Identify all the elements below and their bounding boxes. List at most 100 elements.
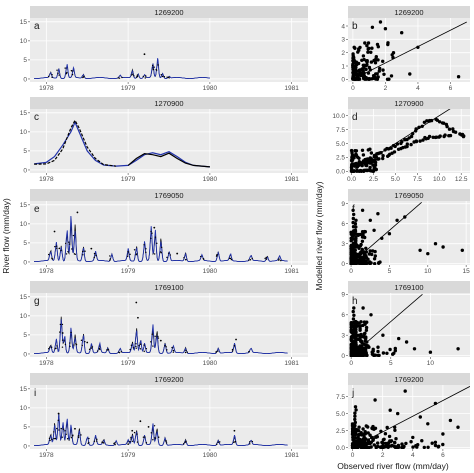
scatter-point-f xyxy=(380,236,384,240)
y-tick-label-e: 5 xyxy=(23,240,27,247)
scatter-point-h xyxy=(381,351,386,355)
observed-point-e xyxy=(156,242,158,244)
x-tick-label-d: 5.0 xyxy=(391,176,400,183)
scatter-point-h xyxy=(373,353,378,357)
observed-point-i xyxy=(60,427,62,430)
scatter-point-j xyxy=(379,429,383,433)
observed-point-i xyxy=(51,438,53,441)
scatter-point-f xyxy=(426,252,430,256)
y-tick-label-e: 15 xyxy=(20,202,28,209)
observed-point-e xyxy=(230,258,233,261)
scatter-point-h xyxy=(354,353,358,357)
observed-point-e xyxy=(51,258,54,260)
observed-point-a xyxy=(145,75,147,77)
scatter-point-d xyxy=(417,125,421,129)
scatter-point-j xyxy=(385,425,389,430)
scatter-point-j xyxy=(448,418,453,423)
observed-point-g xyxy=(150,341,152,343)
observed-point-i xyxy=(54,437,57,440)
observed-point-e xyxy=(280,259,282,262)
observed-point-g xyxy=(171,346,173,349)
scatter-point-b xyxy=(382,72,386,77)
scatter-point-h xyxy=(349,337,353,341)
x-tick-label-a: 1979 xyxy=(121,85,136,92)
scatter-point-h xyxy=(412,347,417,351)
scatter-point-d xyxy=(364,163,368,168)
x-tick-label-f: 15 xyxy=(463,268,471,275)
panel-letter-e: e xyxy=(34,204,40,215)
x-tick-label-i: 1978 xyxy=(39,452,54,459)
observed-point-g xyxy=(231,348,234,351)
observed-point-e xyxy=(64,242,67,245)
scatter-point-b xyxy=(365,59,369,63)
scatter-point-j xyxy=(353,427,357,431)
observed-point-a xyxy=(131,74,133,76)
observed-line-c xyxy=(34,119,116,167)
observed-point-g xyxy=(152,345,154,347)
scatter-point-h xyxy=(352,306,356,310)
scatter-point-h xyxy=(359,332,363,337)
scatter-point-d xyxy=(438,134,442,138)
scatter-point-b xyxy=(357,77,362,81)
scatter-point-b xyxy=(366,77,371,81)
observed-point-i xyxy=(56,427,58,430)
observed-point-a xyxy=(136,76,138,78)
observed-point-g xyxy=(73,344,75,346)
scatter-point-j xyxy=(388,439,392,443)
strip-label-a: 1269200 xyxy=(154,8,183,17)
x-tick-label-c: 1980 xyxy=(203,176,218,183)
scatter-point-b xyxy=(365,44,369,48)
strip-c xyxy=(30,97,308,109)
observed-point-e xyxy=(67,250,69,253)
right-x-axis-title: Observed river flow (mm/day) xyxy=(337,461,449,471)
observed-point-i xyxy=(87,442,89,445)
scatter-point-d xyxy=(393,144,397,149)
scatter-point-d xyxy=(418,139,422,143)
scatter-point-j xyxy=(369,445,373,449)
scatter-point-j xyxy=(441,442,445,447)
observed-point-a xyxy=(166,76,168,78)
y-tick-label-f: 6 xyxy=(341,221,345,228)
observed-point-g xyxy=(59,331,61,333)
strip-label-g: 1769100 xyxy=(154,283,183,292)
scatter-point-d xyxy=(453,130,458,134)
observed-point-e xyxy=(159,251,162,253)
observed-point-a xyxy=(161,75,164,78)
scatter-point-h xyxy=(359,352,364,356)
observed-point-i xyxy=(131,440,134,442)
scatter-point-f xyxy=(418,248,422,252)
scatter-point-d xyxy=(372,153,377,158)
y-tick-label-j: 2.5 xyxy=(336,428,345,435)
observed-point-i xyxy=(58,429,60,431)
scatter-point-j xyxy=(358,437,362,442)
scatter-point-h xyxy=(354,319,358,324)
scatter-point-f xyxy=(364,250,368,254)
left-y-axis-title: River flow (mm/day) xyxy=(1,198,11,274)
x-tick-label-h: 0 xyxy=(349,360,353,367)
modelled-line-g xyxy=(34,319,288,355)
observed-point-g xyxy=(69,342,71,344)
scatter-point-f xyxy=(364,246,368,250)
strip-j xyxy=(348,373,470,385)
scatter-point-d xyxy=(414,127,418,131)
scatter-point-h xyxy=(361,306,365,310)
y-tick-label-b: 1 xyxy=(341,63,345,70)
scatter-point-f xyxy=(358,244,362,248)
scatter-point-h xyxy=(354,338,358,342)
scatter-point-h xyxy=(352,313,356,317)
y-tick-label-e: 0 xyxy=(23,259,27,266)
observed-point-e xyxy=(95,254,97,257)
observed-point-e xyxy=(265,258,268,260)
observed-point-e xyxy=(151,232,153,234)
observed-point-i xyxy=(152,439,154,441)
scatter-point-h xyxy=(376,349,380,354)
scatter-point-h xyxy=(428,350,433,354)
panel-letter-a: a xyxy=(34,21,40,32)
observed-point-e xyxy=(249,259,252,261)
scatter-point-j xyxy=(357,425,361,429)
observed-point-g xyxy=(235,338,237,341)
x-tick-label-c: 1979 xyxy=(121,176,136,183)
observed-point-g xyxy=(61,346,64,348)
observed-point-g xyxy=(54,347,57,350)
